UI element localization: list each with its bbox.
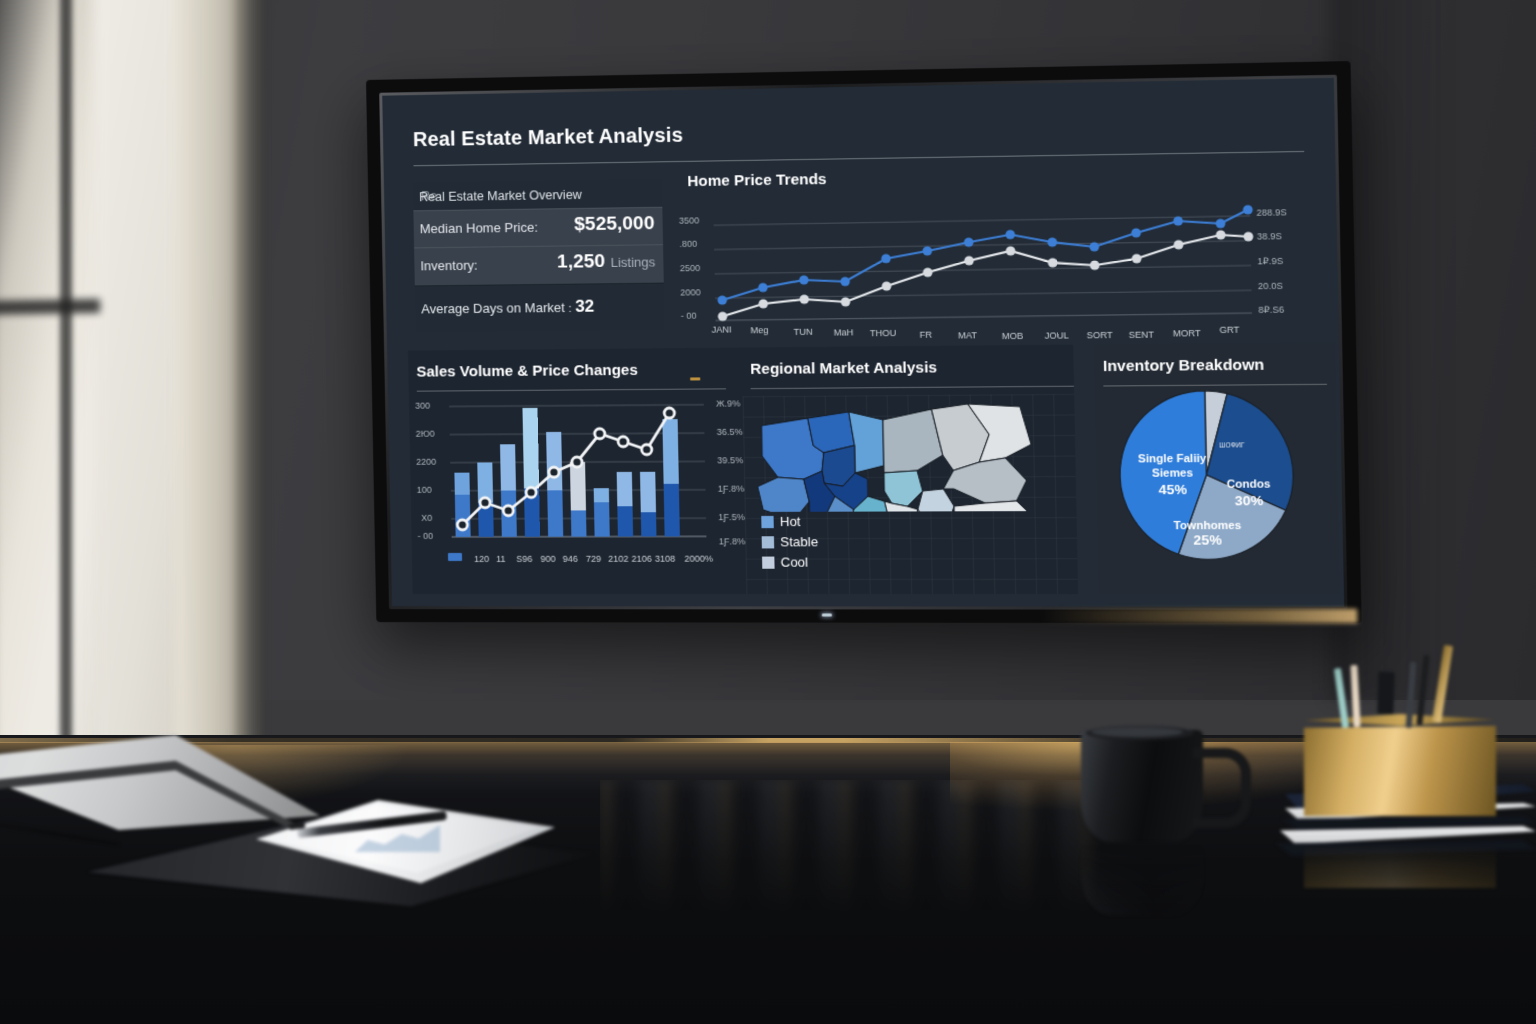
svg-text:25%: 25% bbox=[1193, 532, 1222, 548]
svg-text:30%: 30% bbox=[1235, 492, 1264, 508]
svg-text:Condos: Condos bbox=[1227, 479, 1271, 492]
svg-text:Single Faliiy: Single Faliiy bbox=[1138, 452, 1207, 465]
svg-text:45%: 45% bbox=[1158, 482, 1187, 498]
svg-text:Siemes: Siemes bbox=[1152, 467, 1193, 480]
svg-text:ШОФИГ: ШОФИГ bbox=[1219, 443, 1245, 450]
svg-text:Townhomes: Townhomes bbox=[1174, 520, 1242, 533]
